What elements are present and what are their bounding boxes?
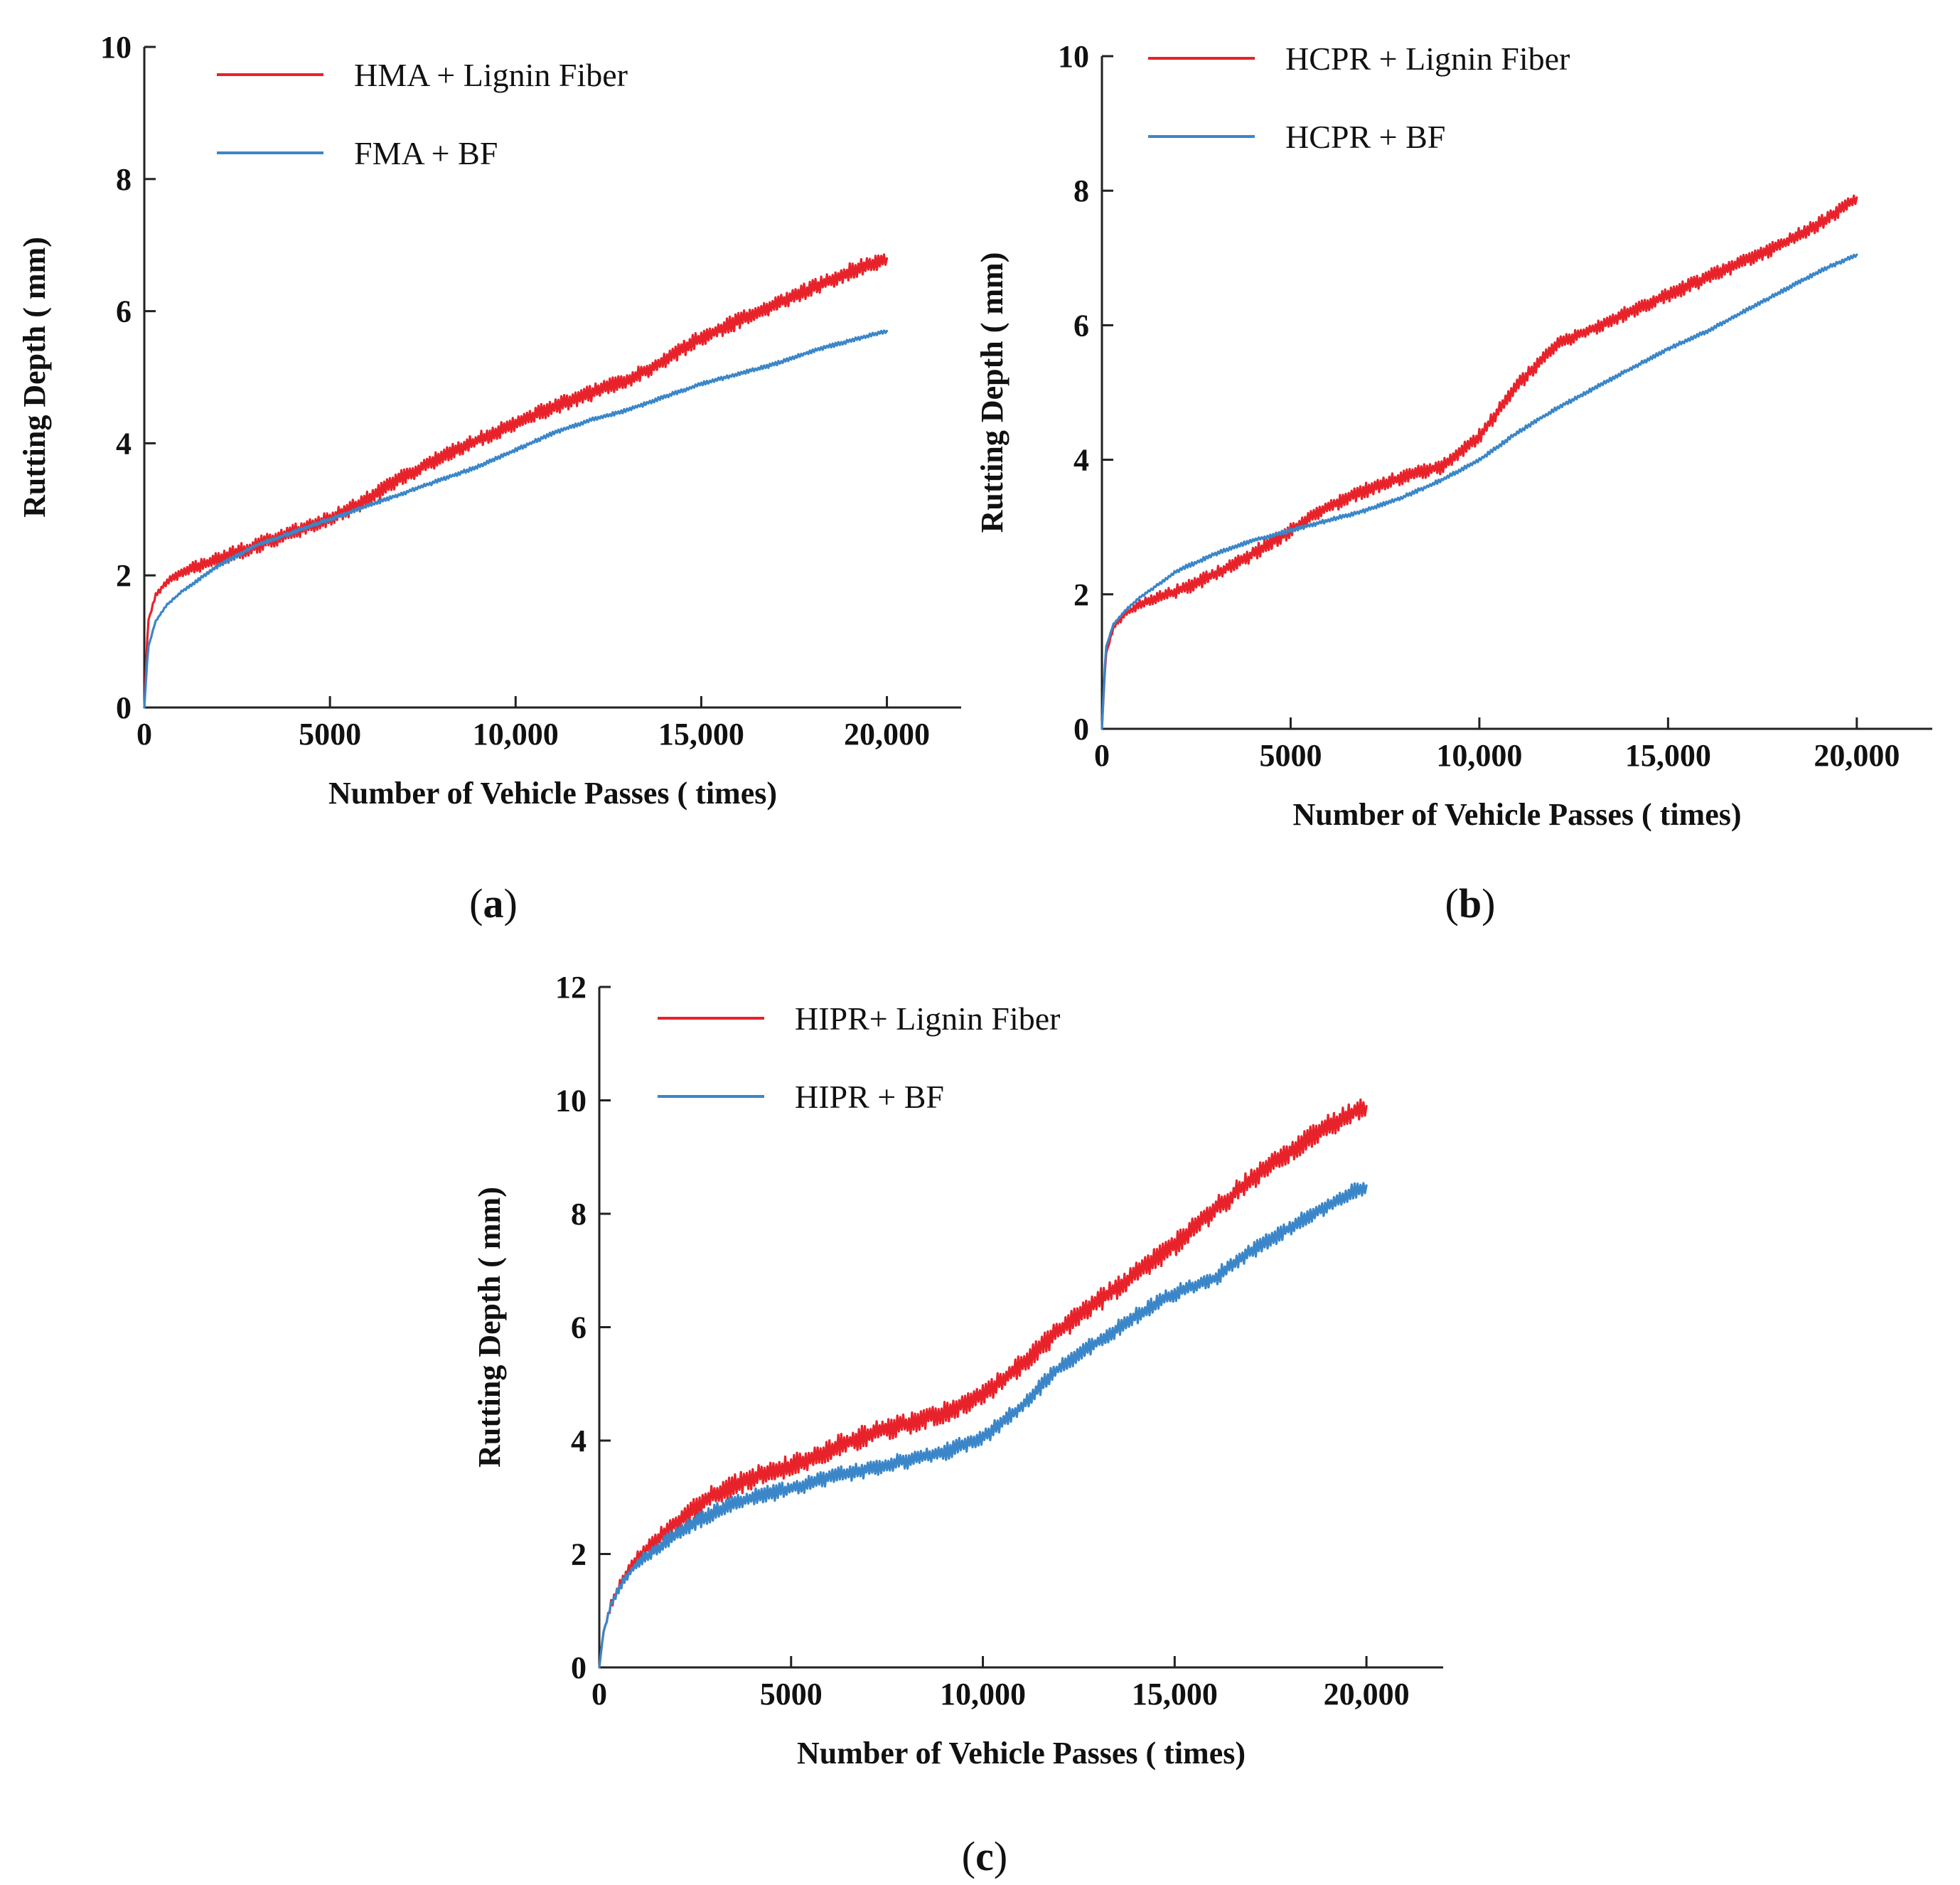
- panel-b: (b) 0 2 4 6 8 10 0 5000 10,000 15,000 20,000 Number…: [975, 39, 1932, 927]
- panel-caption-a: (a): [469, 880, 518, 927]
- chart-3-series-1-line: [598, 1098, 1368, 1669]
- chart-3-series-2-line: [598, 1182, 1368, 1669]
- chart-2-series-2-line: [1101, 253, 1858, 730]
- chart-3-y-tick-label: 2: [571, 1537, 587, 1572]
- chart-2-y-tick-label: 4: [1073, 443, 1089, 478]
- chart-2-y-tick-label: 8: [1073, 173, 1089, 208]
- chart-1-x-tick-label: 15,000: [658, 717, 744, 752]
- panel-a: (a) 0 2 4 6 8 10 0 5000 10,000 15,000 20,000 Number…: [17, 30, 961, 927]
- chart-1-x-tick-label: 10,000: [473, 717, 559, 752]
- chart-3-legend-label-2: HIPR + BF: [795, 1079, 944, 1115]
- chart-2-x-tick-label: 15,000: [1625, 738, 1711, 773]
- chart-1-series-1-line: [143, 253, 889, 709]
- panel-caption-b: (b): [1445, 880, 1496, 927]
- chart-3-y-tick-label: 6: [571, 1310, 587, 1345]
- chart-1-legend-label-2: FMA + BF: [354, 135, 498, 171]
- chart-2-y-tick-label: 6: [1073, 308, 1089, 343]
- chart-1-y-tick-label: 8: [116, 162, 132, 197]
- chart-1-y-tick-label: 6: [116, 294, 132, 329]
- chart-3-y-tick-label: 0: [571, 1650, 587, 1685]
- chart-2-legend-label-1: HCPR + Lignin Fiber: [1285, 41, 1570, 77]
- chart-3-y-tick-label: 4: [571, 1424, 587, 1458]
- chart-2-x-axis-title: Number of Vehicle Passes ( times): [1293, 797, 1742, 832]
- chart-2-series-1-line: [1101, 194, 1858, 730]
- panel-caption-c: (c): [962, 1833, 1007, 1879]
- chart-3-y-tick-label: 10: [555, 1084, 587, 1118]
- chart-3-x-tick-label: 5000: [760, 1677, 823, 1712]
- chart-2-y-axis-title: Rutting Depth ( mm): [975, 252, 1010, 533]
- chart-3-x-tick-label: 20,000: [1324, 1677, 1410, 1712]
- chart-3-x-tick-label: 10,000: [940, 1677, 1026, 1712]
- chart-1-y-tick-label: 4: [116, 426, 132, 461]
- chart-1-x-tick-label: 0: [136, 717, 152, 752]
- chart-3-x-tick-label: 15,000: [1132, 1677, 1218, 1712]
- chart-3-x-axis-title: Number of Vehicle Passes ( times): [797, 1736, 1246, 1771]
- chart-1-y-tick-label: 10: [100, 30, 132, 65]
- panel-caption-c-letter: c: [975, 1833, 994, 1879]
- chart-1-x-axis-title: Number of Vehicle Passes ( times): [328, 776, 777, 811]
- chart-2-x-tick-label: 5000: [1259, 738, 1322, 773]
- chart-1-y-tick-label: 2: [116, 558, 132, 593]
- panel-caption-a-letter: a: [483, 880, 504, 927]
- chart-3-y-axis-title: Rutting Depth ( mm): [472, 1187, 507, 1468]
- panel-c: (c) 0 2 4 6 8 10 12 0 5000 10,000 15,000 20,000 Numb…: [472, 970, 1443, 1879]
- chart-2-x-tick-label: 10,000: [1436, 738, 1522, 773]
- chart-3-y-tick-label: 12: [555, 970, 587, 1005]
- chart-2-y-tick-label: 2: [1073, 577, 1089, 612]
- panel-caption-b-letter: b: [1459, 880, 1482, 927]
- chart-3-y-tick-label: 8: [571, 1197, 587, 1232]
- chart-2-y-tick-label: 0: [1073, 712, 1089, 747]
- chart-1-series-2-line: [143, 329, 889, 709]
- chart-2-x-tick-label: 0: [1094, 738, 1110, 773]
- chart-1-x-tick-label: 20,000: [844, 717, 930, 752]
- chart-3-x-tick-label: 0: [591, 1677, 607, 1712]
- chart-1-y-tick-label: 0: [116, 690, 132, 725]
- chart-2-legend-label-2: HCPR + BF: [1285, 119, 1445, 155]
- chart-1-x-tick-label: 5000: [299, 717, 361, 752]
- chart-1-y-axis-title: Rutting Depth ( mm): [17, 237, 52, 518]
- chart-3-legend-label-1: HIPR+ Lignin Fiber: [795, 1000, 1061, 1037]
- chart-1-legend-label-1: HMA + Lignin Fiber: [354, 57, 628, 93]
- chart-2-x-tick-label: 20,000: [1814, 738, 1900, 773]
- chart-2-y-tick-label: 10: [1058, 39, 1089, 74]
